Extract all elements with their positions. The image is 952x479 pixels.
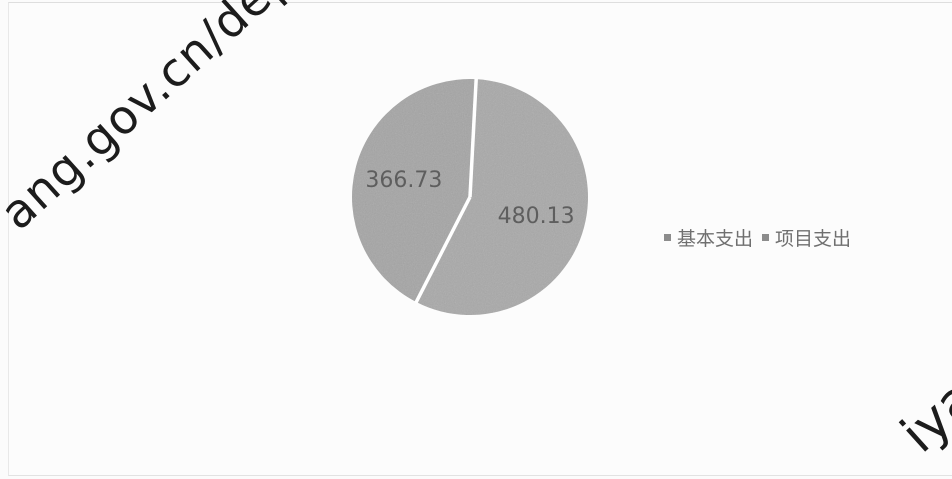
pie-data-label-0: 480.13 — [498, 204, 575, 229]
legend-label-project: 项目支出 — [775, 228, 852, 250]
pie-slice-1 — [351, 78, 477, 303]
pie-separator-0 — [468, 78, 478, 198]
legend-swatch-project — [762, 234, 770, 241]
pie-data-label-1: 366.73 — [365, 168, 442, 193]
legend-swatch-basic — [664, 234, 671, 241]
chart-legend: 基本支出 项目支出 — [664, 224, 860, 251]
legend-item-basic-expenditure: 基本支出 — [664, 224, 753, 251]
pie-slice-0 — [416, 79, 588, 315]
legend-label-basic: 基本支出 — [677, 228, 754, 250]
legend-item-project-expenditure: 项目支出 — [762, 224, 851, 251]
pie-separator-1 — [414, 196, 472, 304]
